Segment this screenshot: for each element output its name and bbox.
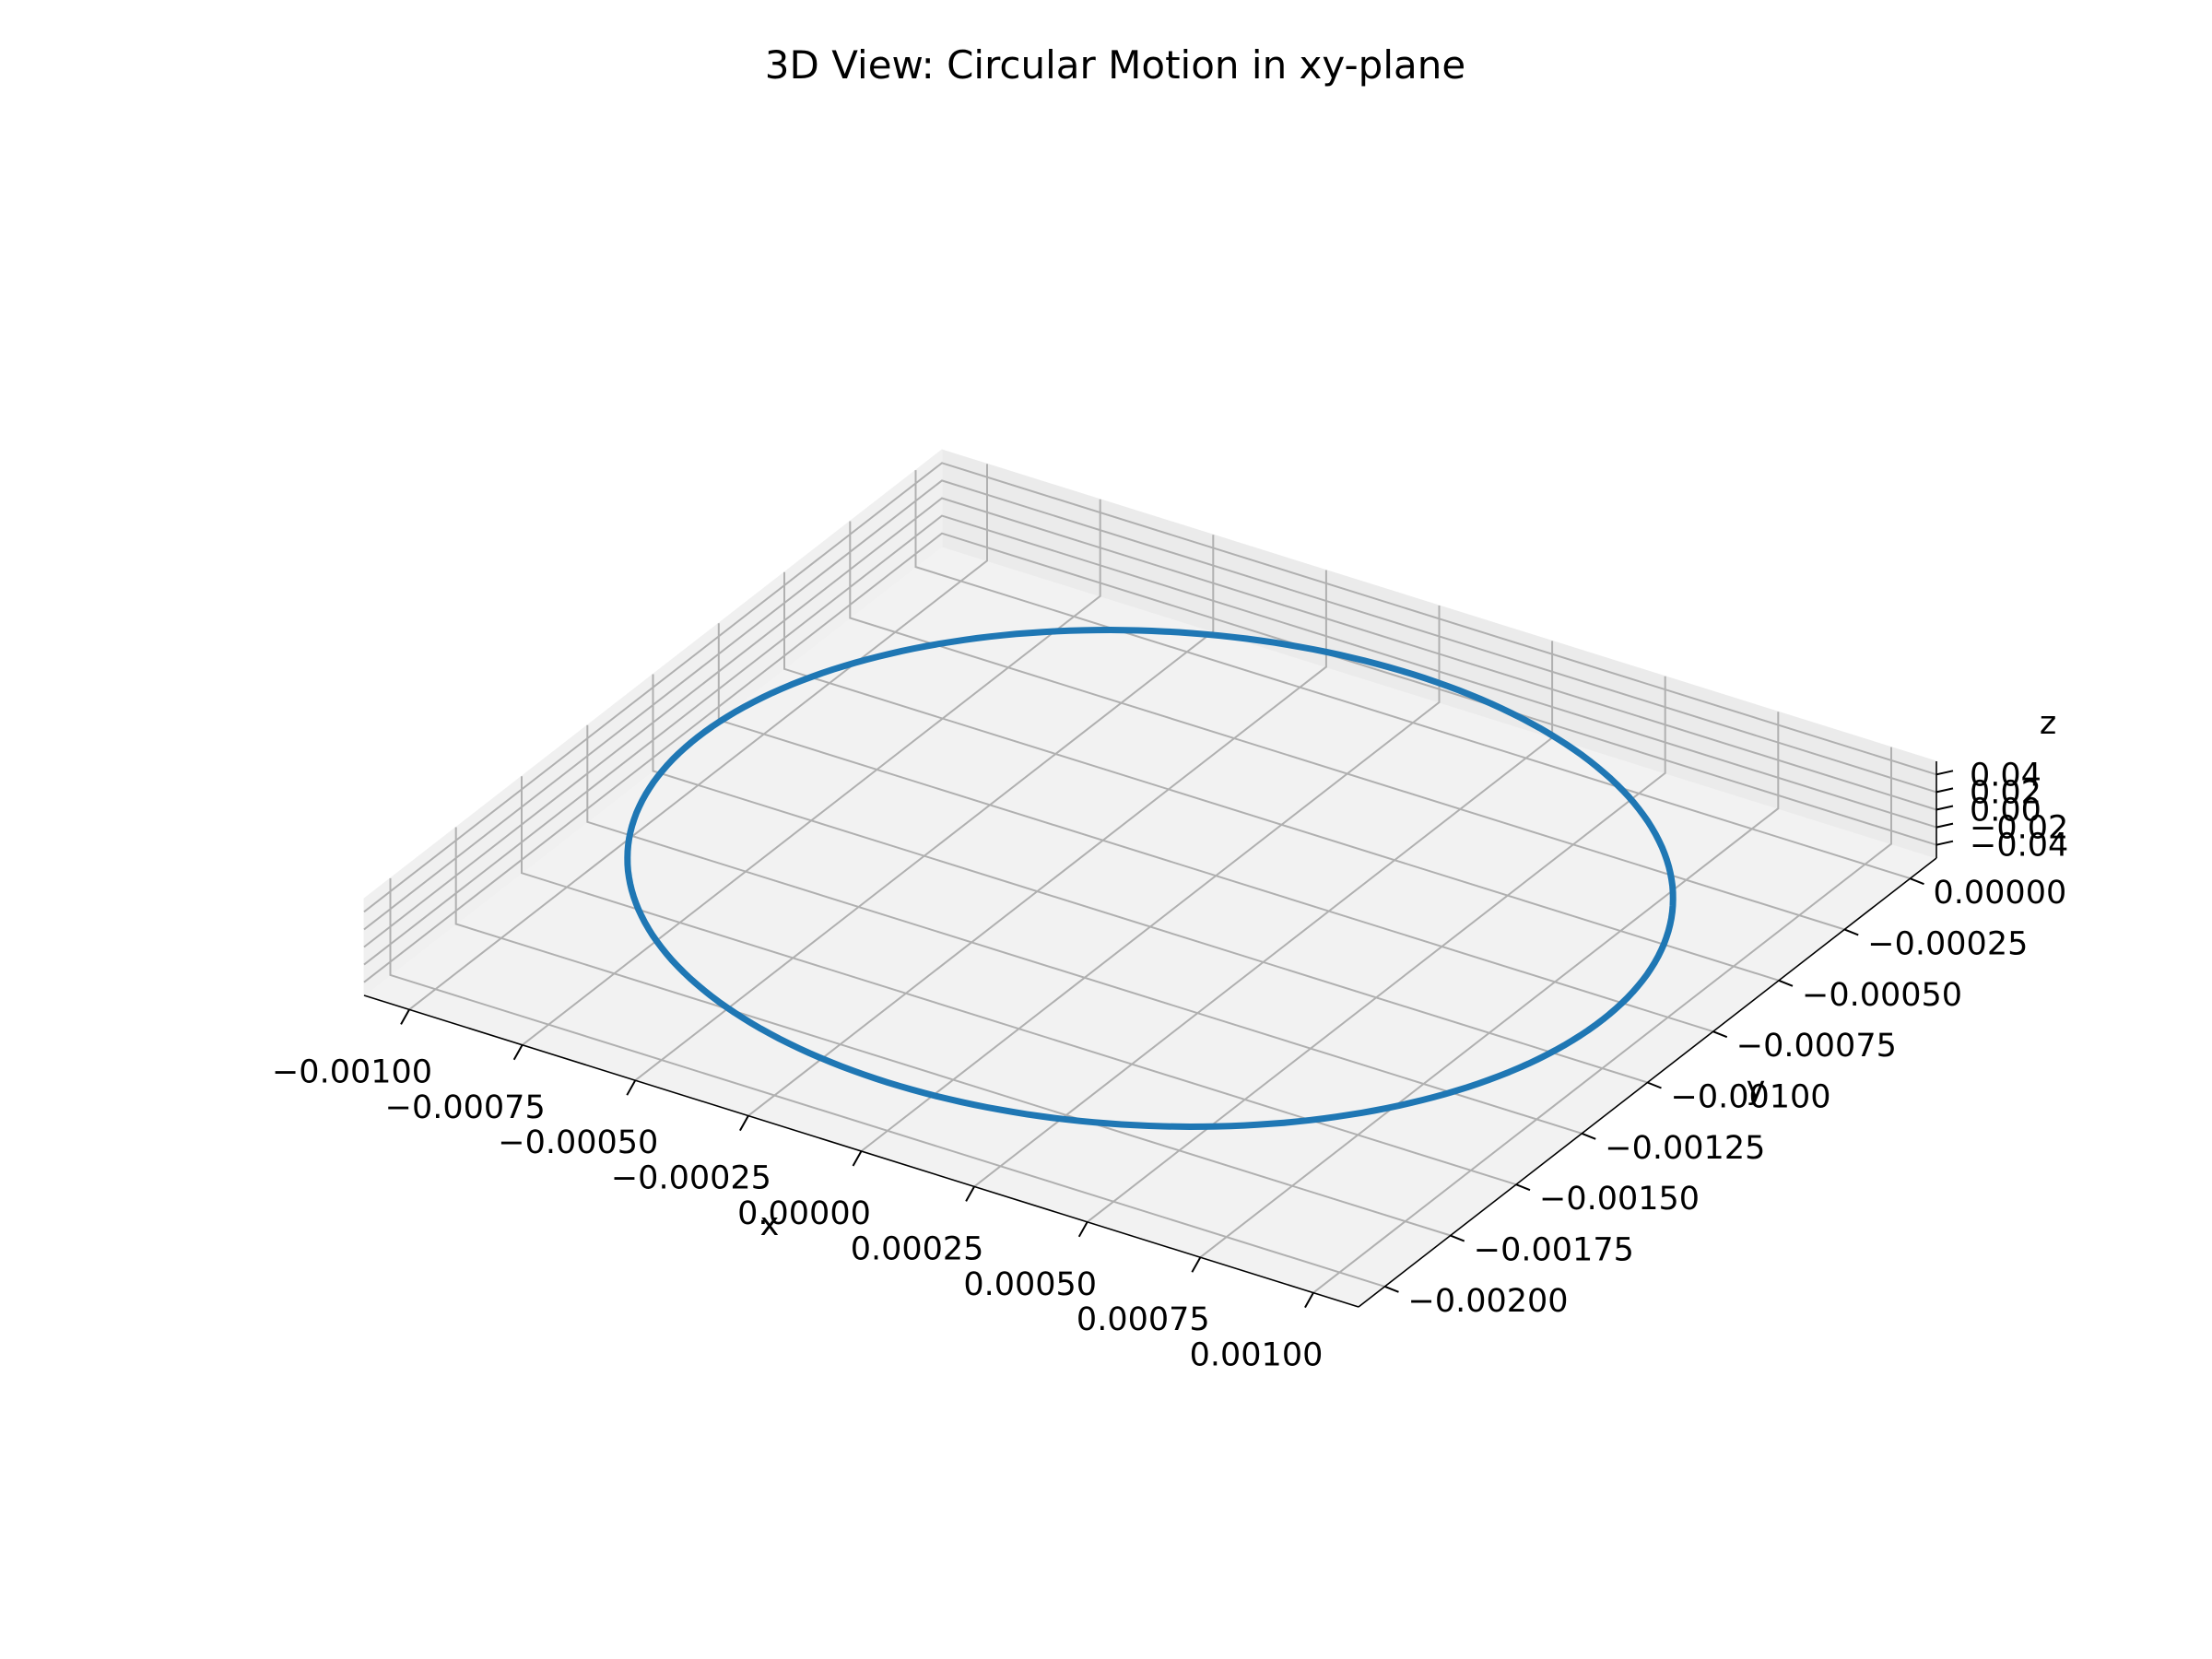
chart-title: 3D View: Circular Motion in xy-plane [765, 42, 1465, 88]
y-grid-line [454, 827, 1452, 1237]
z-tick-label: −0.02 [1970, 810, 2068, 847]
z-axis-label: z [2040, 705, 2056, 742]
z-grid-line [363, 497, 1937, 948]
x-tick [512, 1044, 524, 1061]
z-grid-line [363, 462, 1937, 913]
y-tick [1778, 979, 1794, 987]
y-grid-line [652, 674, 1648, 1084]
z-tick [1936, 840, 1954, 846]
z-grid-line [363, 479, 1937, 931]
x-tick [739, 1115, 749, 1132]
z-grid-line [363, 514, 1937, 966]
y-grid-line [389, 877, 1385, 1288]
z-tick-label: 0.00 [1970, 793, 2041, 830]
y-tick-label: −0.00025 [1867, 926, 2028, 963]
y-tick-label: −0.00075 [1736, 1028, 1897, 1065]
z-tick [1936, 805, 1954, 811]
z-tick [1936, 822, 1954, 829]
y-tick [1581, 1132, 1596, 1140]
y-tick [1384, 1285, 1399, 1293]
y-tick-label: −0.00100 [1671, 1079, 1831, 1116]
x-tick [965, 1185, 975, 1202]
grid-lines [363, 462, 1937, 1294]
y-tick [1843, 928, 1859, 936]
y-grid-line [783, 571, 1780, 982]
x-tick [1191, 1256, 1202, 1273]
y-tick [1910, 877, 1924, 886]
y-grid-line [914, 470, 1911, 880]
series-line-0 [624, 627, 1677, 1130]
y-grid-line [849, 521, 1845, 931]
z-tick [1936, 787, 1954, 794]
x-tick [400, 1008, 410, 1025]
x-grid-line [747, 570, 1327, 1117]
x-grid-line [634, 535, 1215, 1081]
tick-marks: −0.00100−0.00075−0.00050−0.000250.000000… [272, 757, 2068, 1373]
x-grid-line [1312, 747, 1892, 1294]
y-grid-line [586, 724, 1583, 1135]
x-tick-label: −0.00025 [611, 1160, 771, 1197]
axis-labels: x y z [760, 705, 2057, 1243]
y-axis-label: y [1747, 1070, 1766, 1107]
x-tick-label: −0.00075 [385, 1089, 546, 1126]
y-tick [1515, 1183, 1531, 1192]
x-tick [1077, 1221, 1088, 1238]
y-tick-label: −0.00175 [1474, 1232, 1634, 1269]
z-tick-label: −0.04 [1970, 828, 2068, 865]
x-axis-label: x [760, 1206, 780, 1243]
x-tick-label: 0.00050 [963, 1266, 1097, 1303]
z-tick-label: 0.02 [1970, 774, 2041, 811]
x-grid-line [408, 464, 988, 1011]
x-tick-label: 0.00075 [1077, 1301, 1210, 1338]
y-tick [1450, 1234, 1465, 1242]
y-grid-line [521, 776, 1517, 1186]
x-tick-label: 0.00000 [737, 1195, 871, 1232]
y-tick-label: −0.00150 [1539, 1181, 1700, 1218]
x-grid-line [522, 499, 1101, 1046]
x-grid-line [1087, 676, 1666, 1223]
z-tick [1936, 770, 1954, 776]
y-tick-label: −0.00200 [1408, 1283, 1569, 1320]
y-tick-label: 0.00000 [1934, 875, 2067, 912]
z-tick-label: 0.04 [1970, 757, 2041, 794]
y-tick-label: −0.00125 [1605, 1130, 1765, 1167]
x-tick-label: −0.00050 [498, 1124, 658, 1161]
y-tick [1647, 1081, 1662, 1089]
x-tick-label: −0.00100 [272, 1053, 432, 1090]
x-tick-label: 0.00025 [851, 1230, 984, 1267]
y-tick-label: −0.00050 [1802, 977, 1962, 1014]
z-grid-line [363, 532, 1937, 983]
x-tick [1304, 1292, 1314, 1309]
y-tick [1712, 1030, 1728, 1039]
x-grid-line [860, 606, 1441, 1152]
plot-area [624, 627, 1677, 1130]
x-tick [626, 1079, 637, 1096]
x-tick-label: 0.00100 [1190, 1337, 1324, 1374]
x-tick [852, 1150, 863, 1167]
